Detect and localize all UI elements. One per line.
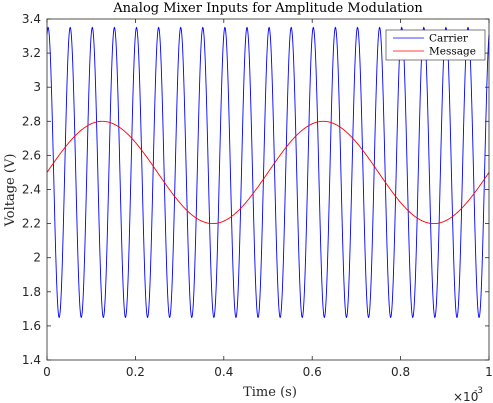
y-tick-label: 3.4 — [22, 12, 41, 26]
y-tick-label: 1.8 — [22, 285, 41, 299]
y-tick-label: 1.4 — [22, 353, 41, 367]
y-tick-label: 3.2 — [22, 46, 41, 60]
x-scale-factor: ×10 -3 — [453, 386, 483, 403]
y-tick-label: 2.2 — [22, 217, 41, 231]
plot-frame — [47, 19, 489, 360]
y-tick-label: 1.6 — [22, 319, 41, 333]
x-axis-label: Time (s) — [243, 385, 297, 400]
x-scale-exponent: -3 — [474, 386, 483, 396]
y-tick-label: 2 — [33, 251, 41, 265]
y-tick-label: 3 — [33, 80, 41, 94]
series-layer — [47, 28, 489, 318]
x-tick-label: 0 — [43, 365, 51, 379]
legend-label-message: Message — [429, 46, 476, 58]
x-tick-label: 0.6 — [303, 365, 322, 379]
y-axis-label: Voltage (V) — [3, 154, 18, 228]
legend: Carrier Message — [386, 30, 485, 60]
y-tick-label: 2.4 — [22, 183, 41, 197]
chart-title: Analog Mixer Inputs for Amplitude Modula… — [112, 1, 423, 16]
x-tick-label: 0.8 — [391, 365, 410, 379]
y-tick-label: 2.8 — [22, 114, 41, 128]
series-line-message — [47, 121, 489, 223]
y-tick-label: 2.6 — [22, 148, 41, 162]
tick-layer: 0 0.2 0.4 0.6 0.8 1 1.4 1.6 1.8 2 2.2 2.4 2.6 2.8 3 3.2… — [22, 12, 493, 379]
x-tick-label: 0.2 — [126, 365, 145, 379]
legend-label-carrier: Carrier — [429, 33, 469, 45]
x-tick-label: 1 — [485, 365, 493, 379]
x-tick-label: 0.4 — [214, 365, 233, 379]
